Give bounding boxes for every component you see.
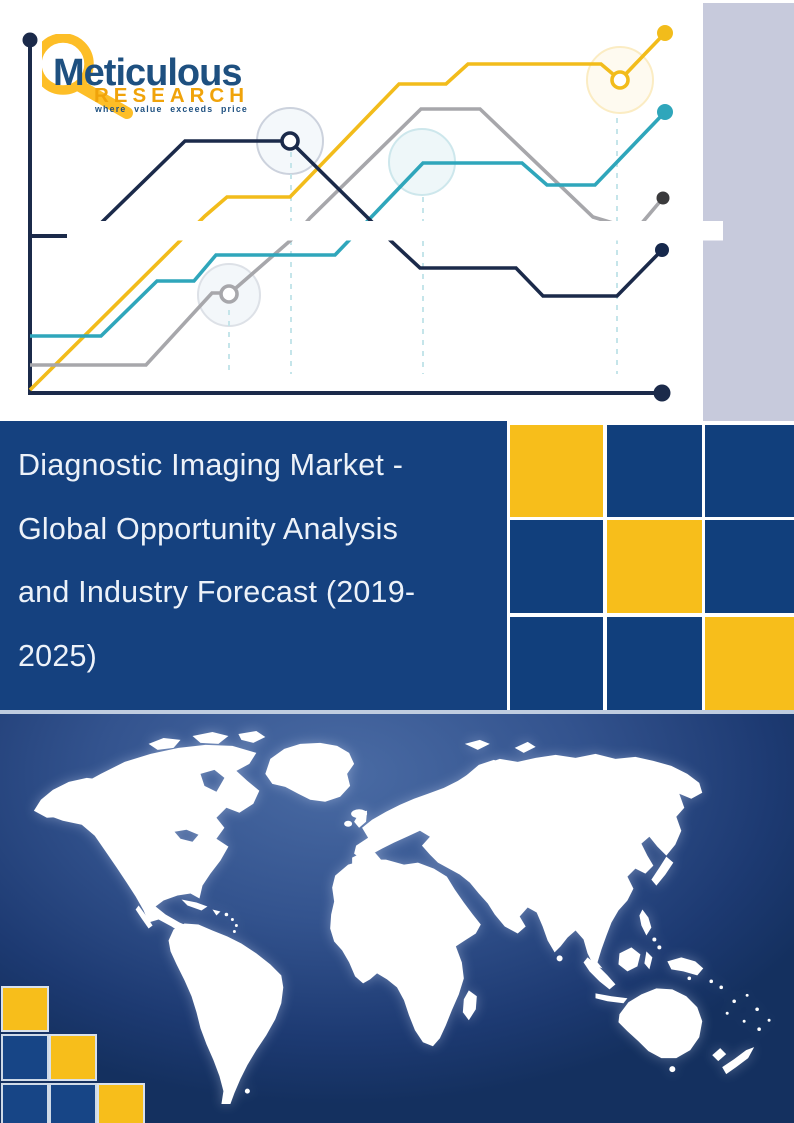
mosaic-square — [1, 1034, 49, 1081]
mosaic-square — [705, 425, 794, 517]
cover-title: Diagnostic Imaging Market - Global Oppor… — [0, 421, 507, 688]
navy-series-line — [98, 139, 664, 298]
yellow-series-line — [28, 31, 667, 392]
map-separator-line — [0, 710, 794, 714]
world-map — [33, 730, 771, 1105]
mosaic-square — [705, 520, 794, 613]
dashed-guides — [228, 118, 618, 374]
world-map-section — [0, 714, 794, 1123]
logo-research-text: RESEARCH — [94, 84, 249, 107]
mosaic-square — [510, 617, 603, 710]
mosaic-square — [1, 986, 49, 1032]
mosaic-square — [49, 1083, 97, 1123]
white-band-overlay — [67, 221, 723, 241]
continents — [33, 730, 771, 1105]
logo-brand-text: Meticulous — [53, 52, 241, 94]
mosaic-square — [510, 425, 603, 517]
cover-title-line: 2025) — [18, 638, 98, 673]
title-band: Diagnostic Imaging Market - Global Oppor… — [0, 421, 794, 711]
mosaic-square — [510, 520, 603, 613]
decorative-line-chart — [22, 25, 723, 402]
series-end-dots — [22, 25, 673, 402]
ring-markers — [219, 70, 630, 304]
lavender-corner-panel — [703, 3, 794, 423]
mosaic-square — [607, 520, 702, 613]
mosaic-square — [705, 617, 794, 710]
teal-series-line — [30, 110, 667, 338]
cover-title-line: Diagnostic Imaging Market - — [18, 448, 404, 482]
meticulous-research-logo: Meticulous RESEARCH where value exceeds … — [32, 33, 282, 124]
mosaic-square — [607, 617, 702, 710]
mosaic-square — [49, 1034, 97, 1081]
logo-tagline-text: where value exceeds price — [94, 104, 248, 114]
cover-title-line: and Industry Forecast (2019- — [18, 575, 416, 609]
cover-title-line: Global Opportunity Analysis — [18, 511, 399, 546]
mosaic-square — [97, 1083, 145, 1123]
mosaic-square — [607, 425, 702, 517]
title-panel: Diagnostic Imaging Market - Global Oppor… — [0, 421, 507, 711]
mosaic-square — [1, 1083, 49, 1123]
